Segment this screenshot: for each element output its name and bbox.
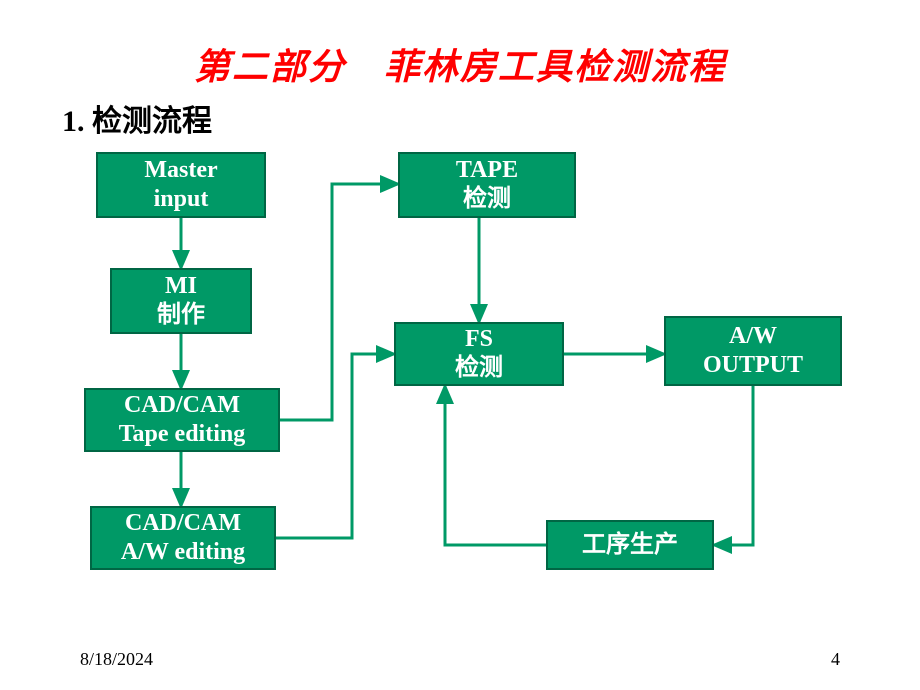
node-line: A/W — [729, 322, 777, 351]
slide-title: 第二部分 菲林房工具检测流程 — [0, 38, 920, 90]
node-fs_check: FS检测 — [394, 322, 564, 386]
edge-cadcam_aw-to-fs_check — [276, 354, 394, 538]
node-line: A/W editing — [121, 538, 245, 567]
node-line: CAD/CAM — [124, 391, 240, 420]
node-cadcam_tape: CAD/CAMTape editing — [84, 388, 280, 452]
node-line: OUTPUT — [703, 351, 803, 380]
section-heading: 1. 检测流程 — [62, 96, 212, 140]
node-line: CAD/CAM — [125, 509, 241, 538]
edge-cadcam_tape-to-tape_check — [280, 184, 398, 420]
node-line: input — [154, 185, 209, 214]
node-cadcam_aw: CAD/CAMA/W editing — [90, 506, 276, 570]
node-master_input: Masterinput — [96, 152, 266, 218]
node-process_prod: 工序生产 — [546, 520, 714, 570]
node-mi: MI制作 — [110, 268, 252, 334]
node-line: 检测 — [455, 354, 503, 383]
node-line: FS — [465, 325, 493, 354]
node-line: 工序生产 — [582, 531, 678, 560]
node-line: 制作 — [157, 301, 205, 330]
footer-date: 8/18/2024 — [80, 649, 153, 670]
node-tape_check: TAPE检测 — [398, 152, 576, 218]
footer-page: 4 — [831, 649, 840, 670]
node-line: Master — [144, 156, 217, 185]
node-line: 检测 — [463, 185, 511, 214]
node-line: TAPE — [456, 156, 518, 185]
node-aw_output: A/WOUTPUT — [664, 316, 842, 386]
node-line: MI — [165, 272, 197, 301]
node-line: Tape editing — [119, 420, 245, 449]
edge-process_prod-to-fs_check — [445, 386, 546, 545]
edge-aw_output-to-process_prod — [714, 386, 753, 545]
